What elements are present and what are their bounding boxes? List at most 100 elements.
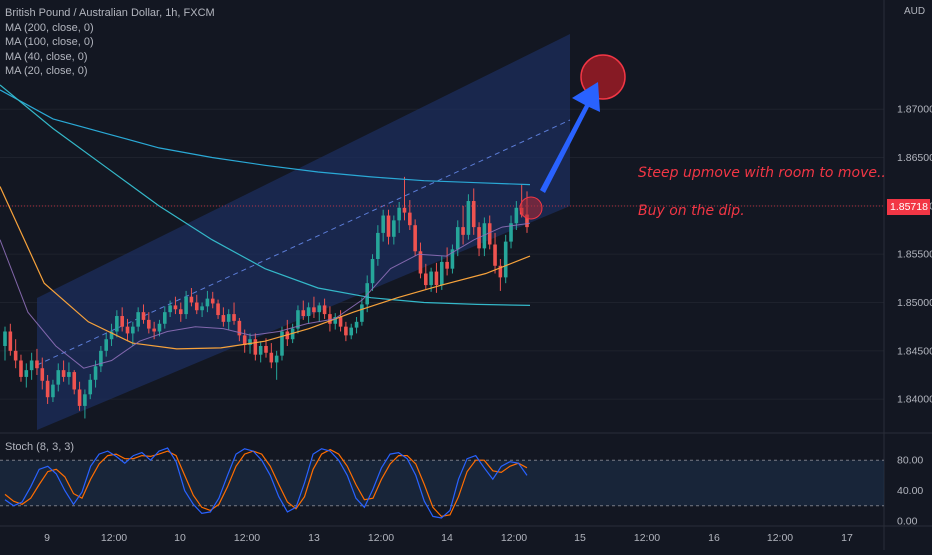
candle-body: [258, 345, 263, 355]
time-tick-label: 14: [441, 532, 453, 544]
candle-body: [498, 265, 503, 278]
candle-body: [439, 261, 444, 286]
legend: British Pound / Australian Dollar, 1h, F…: [5, 6, 215, 79]
candle-body: [280, 331, 284, 356]
candle-body: [184, 296, 188, 315]
candle-body: [45, 380, 50, 398]
candle-body: [56, 370, 61, 385]
time-tick-label: 12:00: [634, 532, 660, 544]
time-tick-label: 17: [841, 532, 853, 544]
candle-body: [408, 212, 412, 226]
candle-body: [35, 360, 39, 369]
candle-body: [237, 320, 242, 336]
stoch-tick-label: 80.00: [897, 455, 923, 467]
candle-body: [264, 345, 268, 353]
price-tick-label: 1.86500: [897, 152, 932, 164]
channel-midline: [36, 119, 571, 366]
candle-body: [333, 316, 338, 324]
candle-body: [93, 366, 98, 380]
candle-body: [397, 207, 401, 221]
candle-body: [312, 307, 316, 313]
candle-body: [306, 307, 311, 317]
stoch-label[interactable]: Stoch (8, 3, 3): [5, 441, 75, 453]
candle-body: [13, 350, 18, 361]
candle-body: [178, 309, 183, 315]
candle-body: [514, 207, 519, 224]
symbol-title[interactable]: British Pound / Australian Dollar, 1h, F…: [5, 7, 215, 19]
candle-body: [445, 261, 449, 269]
candle-body: [301, 310, 306, 317]
price-tick-label: 1.85000: [897, 297, 932, 309]
price-tick-label: 1.84000: [897, 394, 932, 406]
candle-body: [296, 310, 300, 329]
candle-body: [141, 312, 146, 320]
indicator-ma200[interactable]: MA (200, close, 0): [5, 21, 94, 34]
candle-body: [125, 326, 130, 334]
candle-body: [19, 360, 23, 377]
candle-body: [381, 215, 385, 233]
candle-body: [509, 223, 513, 242]
ma-line-3: [0, 186, 531, 350]
candle-body: [525, 214, 529, 228]
candle-body: [370, 259, 375, 284]
candle-body: [418, 251, 423, 274]
candle-body: [200, 306, 204, 311]
annotation-line-2: Buy on the dip.: [638, 203, 745, 219]
candle-body: [120, 316, 124, 327]
indicator-ma100[interactable]: MA (100, close, 0): [5, 36, 94, 49]
candle-body: [253, 339, 258, 355]
ma-line-2: [0, 84, 531, 306]
candle-body: [328, 314, 332, 324]
price-tick-label: 1.87000: [897, 104, 932, 116]
indicator-ma40[interactable]: MA (40, close, 0): [5, 50, 88, 63]
time-tick-label: 16: [708, 532, 720, 544]
candle-body: [413, 225, 417, 252]
candle-body: [88, 379, 93, 395]
time-tick-label: 12:00: [101, 532, 127, 544]
candle-body: [83, 394, 87, 406]
candle-body: [29, 360, 34, 371]
candle-body: [99, 350, 103, 367]
candle-body: [338, 316, 343, 327]
time-tick-label: 12:00: [234, 532, 260, 544]
candle-body: [77, 389, 82, 406]
time-tick-label: 12:00: [767, 532, 793, 544]
candle-body: [487, 223, 492, 245]
stoch-d-line: [4, 448, 528, 518]
candle-body: [466, 201, 471, 235]
candle-body: [162, 312, 167, 324]
ma-line-1: [0, 89, 531, 186]
indicator-ma20[interactable]: MA (20, close, 0): [5, 65, 88, 78]
time-tick-label: 9: [44, 532, 50, 544]
candle-body: [109, 331, 114, 340]
candle-body: [226, 314, 231, 322]
candle-body: [147, 319, 151, 329]
candle-body: [503, 241, 508, 278]
candle-body: [61, 370, 66, 377]
candle-body: [274, 355, 279, 363]
candle-body: [402, 207, 407, 213]
candle-body: [131, 326, 135, 334]
candle-body: [168, 305, 172, 313]
candle-body: [423, 273, 428, 286]
candle-body: [450, 249, 455, 269]
candle-body: [434, 271, 439, 286]
candle-body: [221, 315, 226, 322]
candle-body: [72, 372, 77, 390]
candle-body: [242, 335, 247, 346]
candle-body: [194, 302, 199, 311]
currency-label[interactable]: AUD: [904, 6, 926, 17]
time-tick-label: 15: [574, 532, 586, 544]
annotation-line-1: Steep upmove with room to move..: [638, 165, 886, 181]
candle-body: [210, 298, 215, 304]
current-price-tag: 1.85718: [887, 199, 930, 215]
candle-body: [152, 328, 156, 332]
ma-line-4: [0, 222, 531, 369]
candle-body: [248, 339, 252, 346]
upmove-arrow: [540, 82, 600, 193]
candle-body: [232, 314, 236, 321]
candle-body: [482, 223, 487, 249]
stoch-tick-label: 0.00: [897, 516, 918, 528]
